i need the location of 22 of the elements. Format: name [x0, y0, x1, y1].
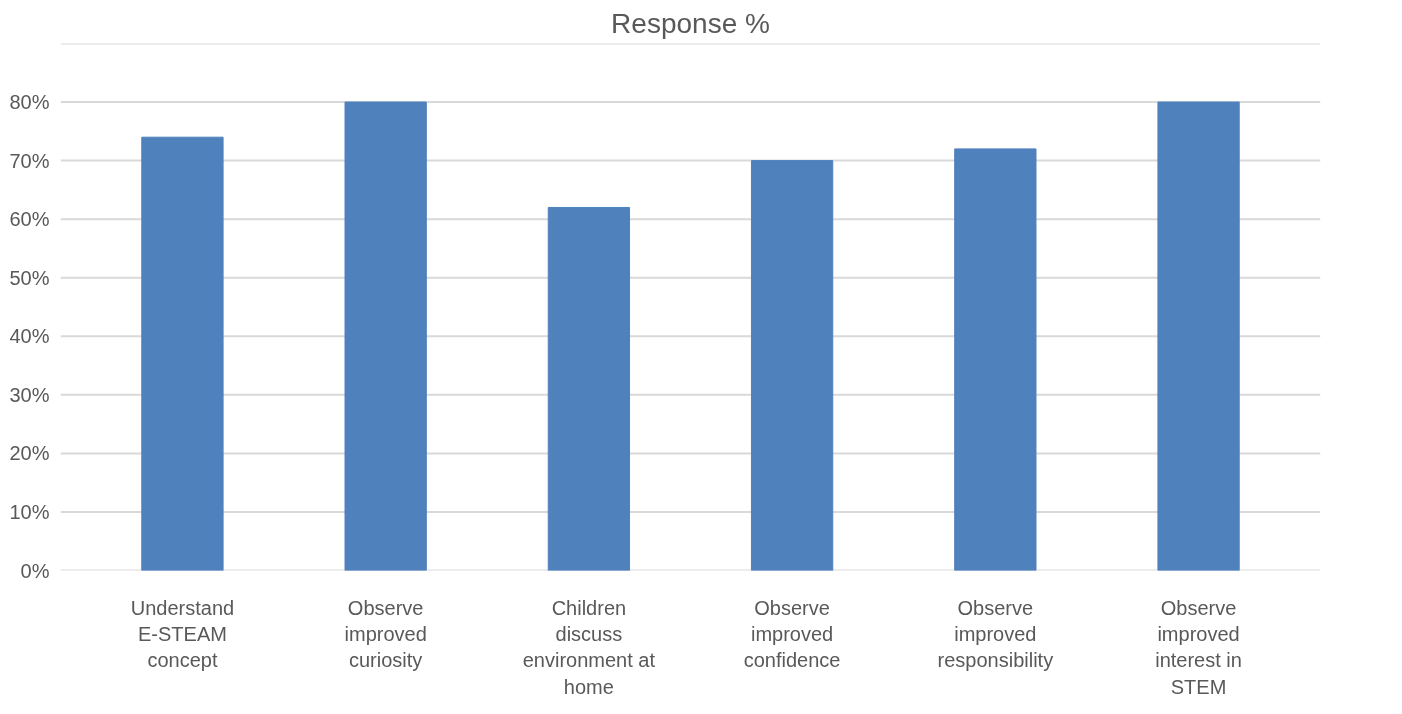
x-tick-label: Understand E-STEAM concept [130, 596, 235, 672]
bar [1157, 101, 1240, 571]
x-tick-label: Observe improved interest in STEM [1155, 596, 1242, 698]
x-tick-label: Observe improved curiosity [344, 596, 427, 672]
bar [954, 148, 1037, 571]
y-tick-label: 70% [9, 149, 50, 172]
y-tick-label: 40% [9, 325, 50, 348]
bar [750, 160, 834, 571]
y-tick-label: 60% [9, 208, 50, 231]
y-tick-label: 30% [9, 383, 50, 406]
bar [344, 101, 427, 571]
bar [141, 136, 224, 571]
x-tick-label: Observe improved responsibility [937, 596, 1054, 672]
y-tick-label: 50% [9, 266, 50, 289]
x-tick-label: Observe improved confidence [743, 596, 841, 672]
x-tick-label: Children discuss environment at home [522, 596, 656, 698]
y-tick-label: 0% [20, 559, 50, 582]
y-tick-label: 10% [9, 500, 50, 523]
bar [547, 206, 631, 571]
y-tick-label: 20% [9, 442, 50, 465]
chart-title: Response % [611, 7, 770, 39]
y-tick-label: 80% [9, 91, 50, 114]
